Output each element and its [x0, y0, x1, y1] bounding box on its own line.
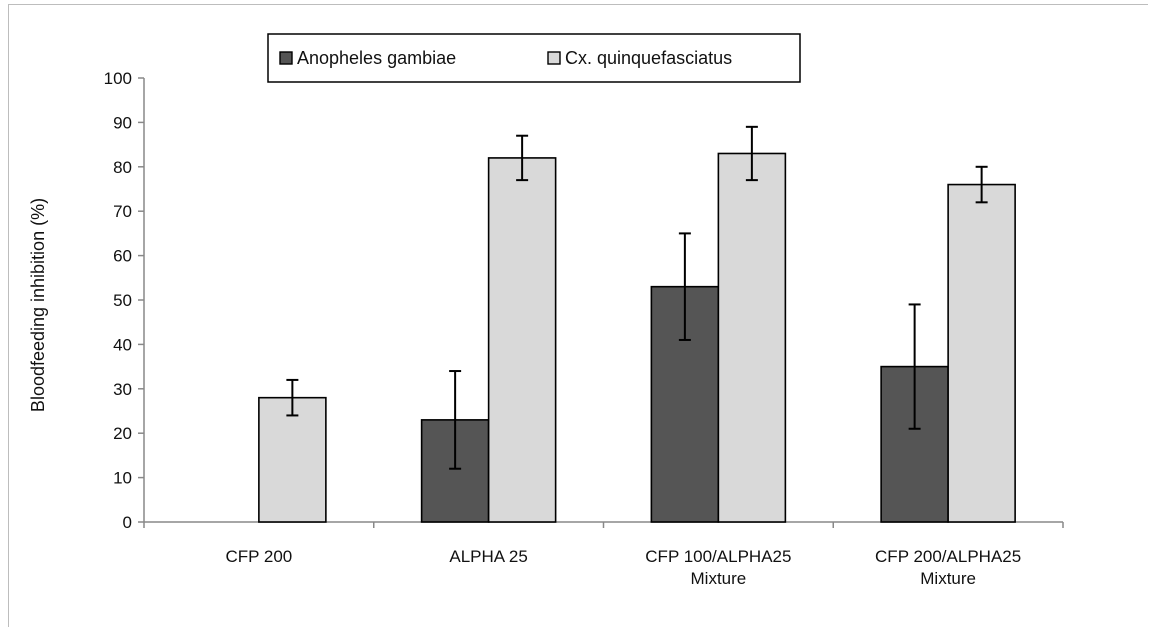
y-tick-label: 30: [113, 380, 132, 399]
y-tick-label: 10: [113, 469, 132, 488]
bar: [947, 183, 1016, 523]
x-tick-label: CFP 200: [225, 547, 292, 566]
legend-swatch: [547, 51, 561, 65]
legend-label: Anopheles gambiae: [297, 48, 456, 68]
bar: [258, 396, 327, 523]
y-tick-label: 50: [113, 291, 132, 310]
y-tick-label: 0: [123, 513, 132, 532]
error-bars: [286, 125, 988, 470]
x-tick-label: CFP 100/ALPHA25: [645, 547, 791, 566]
y-tick-label: 70: [113, 202, 132, 221]
legend-swatch: [279, 51, 293, 65]
legend-label: Cx. quinquefasciatus: [565, 48, 732, 68]
bar: [420, 419, 490, 523]
bar: [717, 152, 787, 523]
bar: [487, 157, 557, 523]
legend-box: [267, 33, 801, 83]
y-axis-label: Bloodfeeding inhibition (%): [28, 198, 48, 412]
x-tick-label: Mixture: [920, 569, 976, 588]
x-tick-label: ALPHA 25: [449, 547, 527, 566]
y-tick-label: 20: [113, 424, 132, 443]
chart-frame: [8, 4, 1148, 627]
x-tick-label: Mixture: [691, 569, 747, 588]
y-tick-label: 90: [113, 113, 132, 132]
y-tick-label: 80: [113, 158, 132, 177]
y-tick-label: 100: [104, 69, 132, 88]
x-axis: CFP 200 ALPHA 25 CFP 100/ALPHA25 Mixture CFP…: [143, 521, 1064, 588]
bars: [258, 152, 1016, 523]
y-tick-label: 40: [113, 335, 132, 354]
y-axis: 0 10 20 30 40 50 60 70 80 90 100: [104, 69, 145, 532]
legend: Anopheles gambiae Cx. quinquefasciatus: [267, 33, 801, 83]
x-tick-label: CFP 200/ALPHA25: [875, 547, 1021, 566]
y-tick-label: 60: [113, 247, 132, 266]
